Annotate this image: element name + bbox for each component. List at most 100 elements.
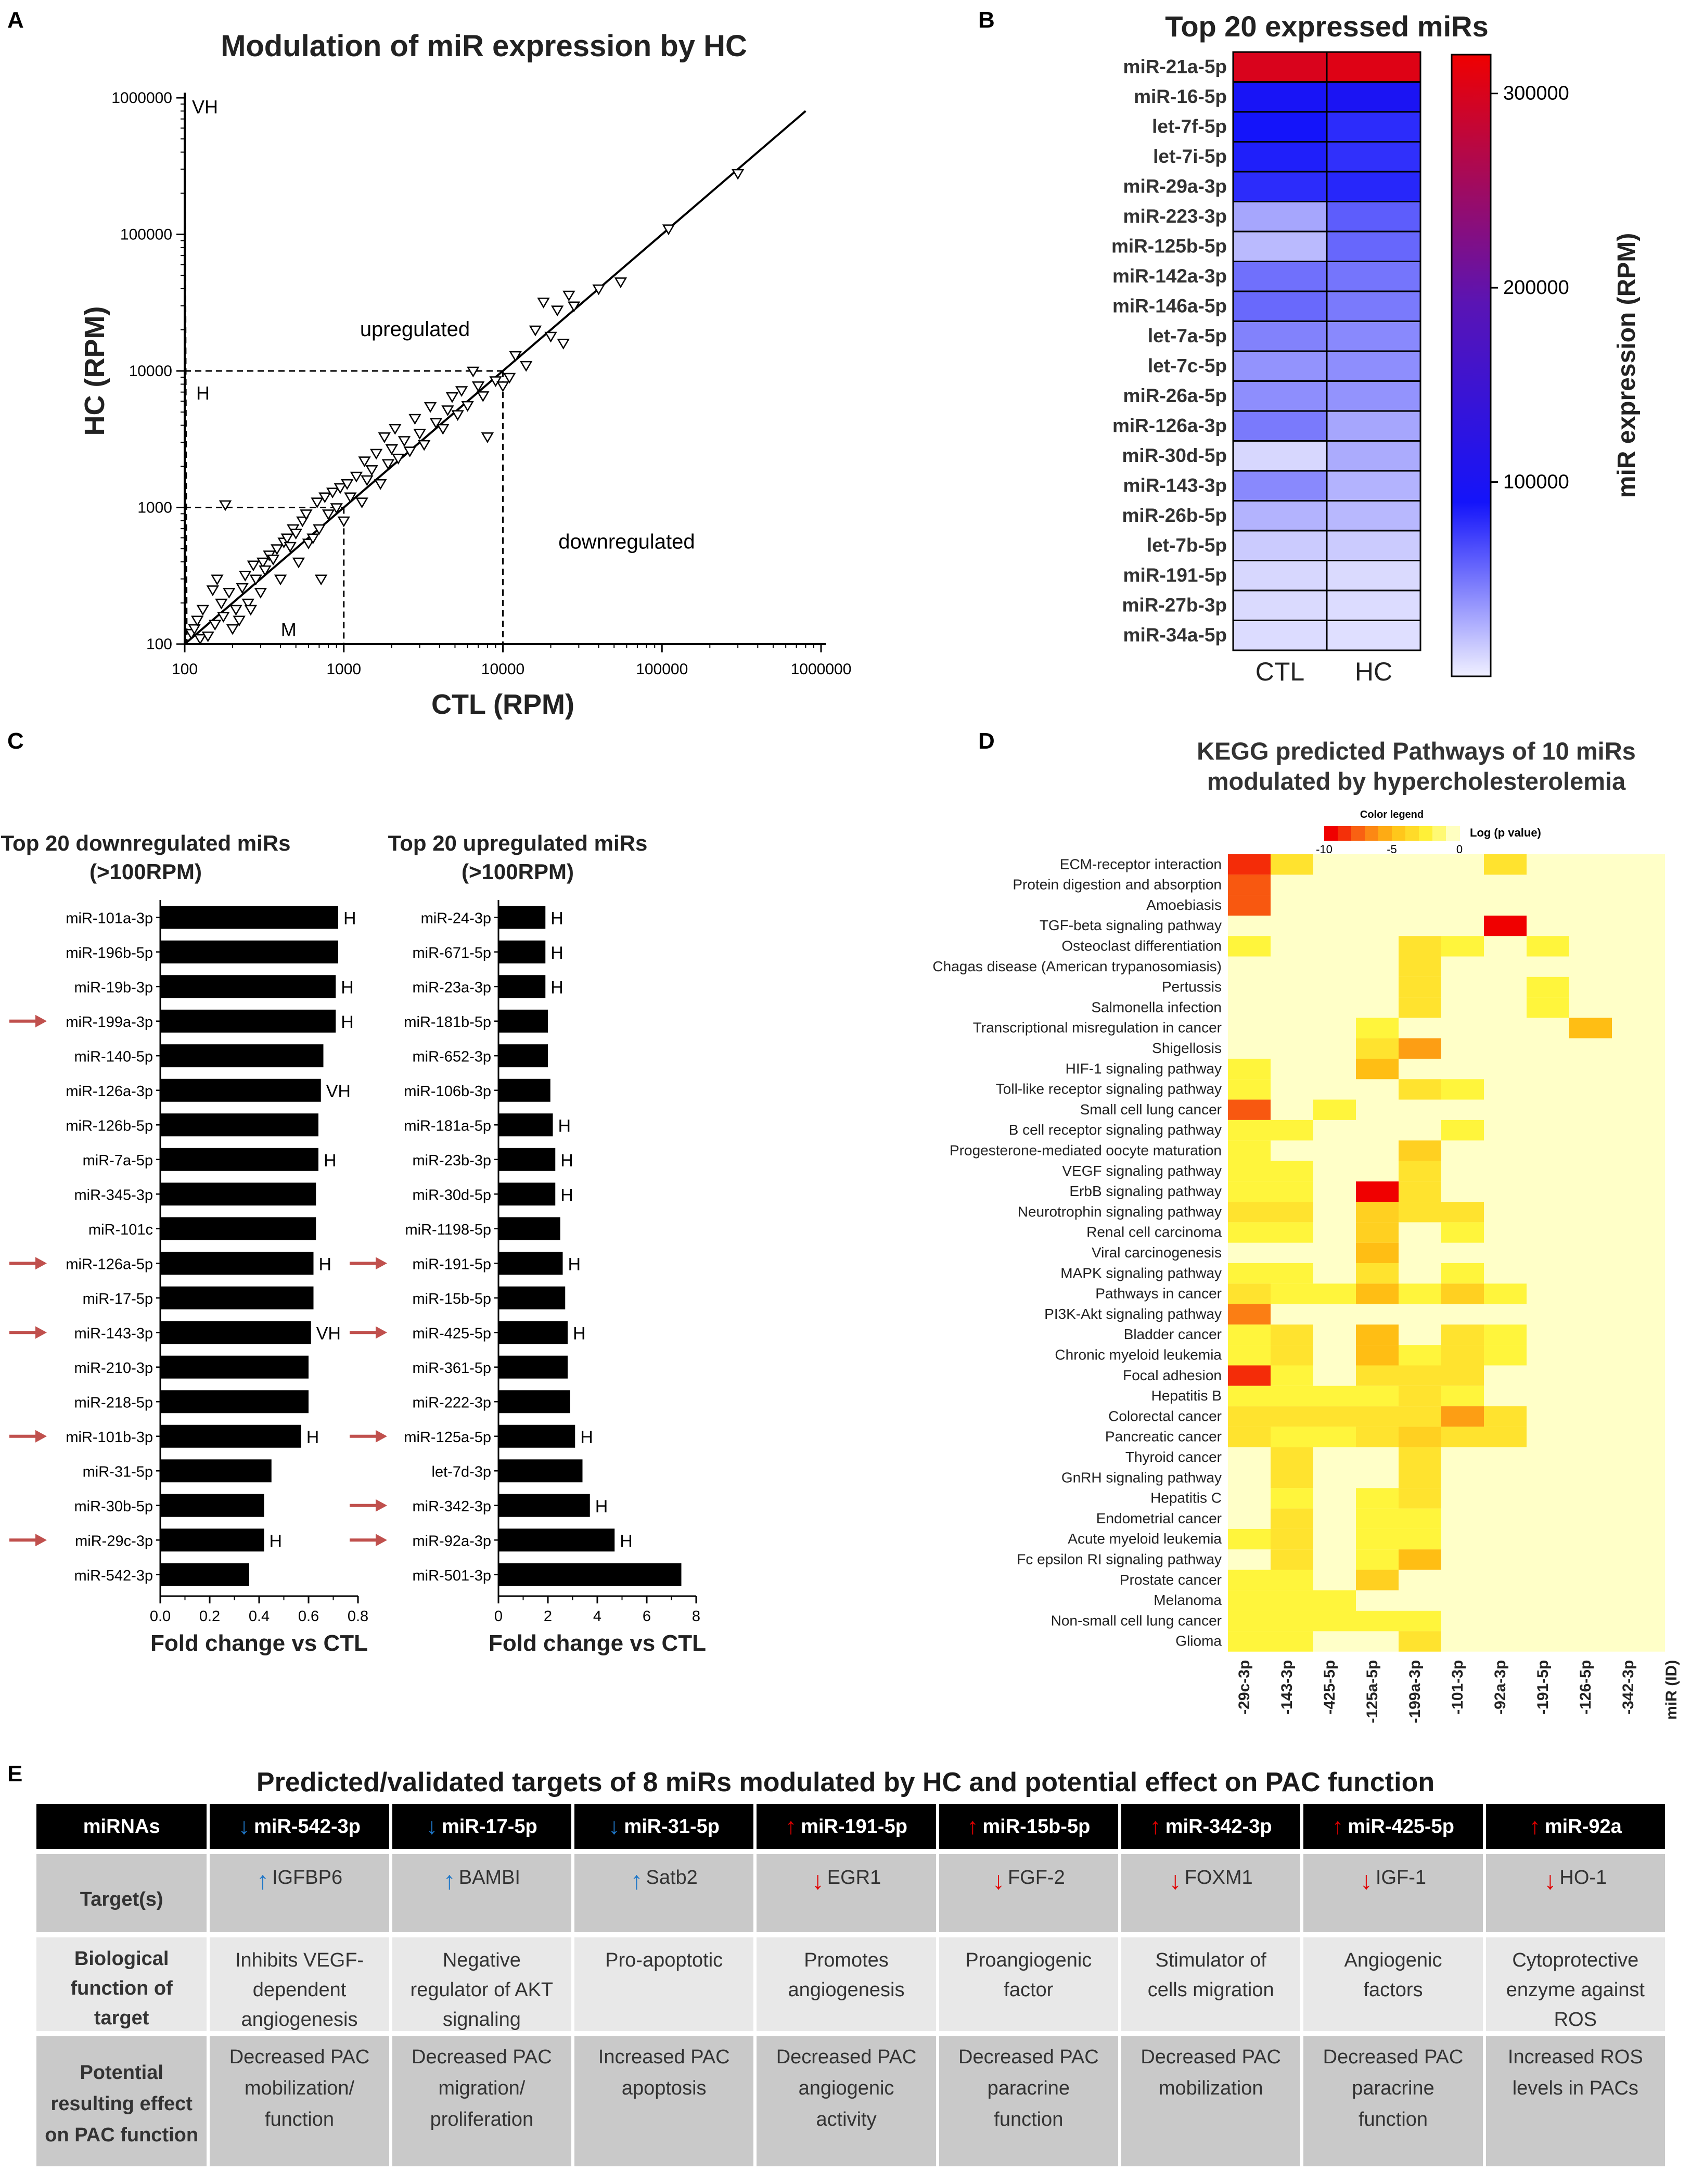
chart-b-cell [1326, 111, 1421, 143]
chart-d-cell [1484, 1406, 1527, 1427]
chart-a-y-tick-label: 1000 [137, 499, 172, 517]
chart-d-col-label: -143-3p [1278, 1660, 1296, 1715]
pac-cell-line: Increased ROS [1507, 2046, 1643, 2068]
chart-d-cell [1399, 1549, 1441, 1570]
chart-d-cell [1441, 1120, 1484, 1141]
chart-c-up-bar-label: H [558, 1116, 571, 1136]
chart-c-down-bar-label: VH [316, 1324, 341, 1343]
chart-a-point [509, 351, 522, 362]
chart-a-point [188, 624, 201, 635]
arrow-up-icon: ↑ [967, 1814, 979, 1839]
pac-cell-line: Decreased PAC [1323, 2046, 1464, 2068]
chart-d-cell [1399, 956, 1441, 977]
chart-d-row-label: Colorectal cancer [1108, 1408, 1222, 1424]
chart-d-cell [1228, 1385, 1271, 1407]
chart-d-row-label: Glioma [1175, 1633, 1222, 1649]
bio-cell-8: Cytoprotective enzyme against ROS [1485, 1937, 1665, 2031]
chart-d-cell [1228, 1181, 1271, 1202]
chart-b-row-label: miR-30d-5p [1122, 445, 1227, 466]
chart-d-row-label: Bladder cancer [1124, 1326, 1222, 1342]
bio-cell-line: Stimulator of [1155, 1949, 1266, 1971]
chart-c-down-title: Top 20 downregulated miRs [1, 831, 291, 855]
pac-cell-8: Increased ROS levels in PACs [1485, 2036, 1665, 2166]
chart-a-point [302, 538, 315, 550]
chart-d-cell [1527, 977, 1569, 998]
label-pac-line: Potential [80, 2062, 163, 2084]
chart-d-cell [1399, 977, 1441, 998]
chart-a-point [662, 224, 675, 236]
chart-d-row-label: ErbB signaling pathway [1069, 1183, 1222, 1199]
chart-d-cell [1228, 1427, 1271, 1447]
chart-c-up-x-tick-label: 4 [593, 1608, 601, 1625]
chart-d-cell [1313, 1611, 1356, 1631]
chart-c-up-arrow [350, 1499, 387, 1512]
label-bio-line: target [94, 2007, 149, 2029]
chart-a-point [369, 448, 383, 460]
pac-cell-text: Increased PAC apoptosis [598, 2041, 730, 2104]
bio-cell-line: ROS [1554, 2009, 1597, 2031]
chart-d-cell [1399, 1447, 1441, 1468]
chart-c-down-x-tick-label: 0.2 [199, 1608, 220, 1625]
chart-c-up-bar-label: H [550, 978, 563, 997]
chart-c-down-bar-label: H [270, 1531, 283, 1551]
chart-a-point [424, 402, 437, 413]
bio-cell-line: Negative [442, 1949, 521, 1971]
pac-cell-text: Decreased PAC mobilization [1141, 2041, 1281, 2104]
chart-d-cell [1271, 1427, 1313, 1447]
chart-c-down-bar [160, 1183, 316, 1206]
chart-b-cell [1326, 560, 1421, 592]
chart-b-row-label: miR-27b-3p [1122, 594, 1227, 615]
chart-d-cell [1271, 1283, 1313, 1304]
chart-a-point [471, 381, 485, 392]
chart-a-point [249, 574, 262, 586]
chart-d-cell [1356, 1018, 1399, 1038]
chart-a-point [413, 429, 426, 440]
chart-d-row-label: Pathways in cancer [1095, 1286, 1222, 1302]
chart-d-cell [1271, 1528, 1313, 1550]
chart-d-cell [1271, 1570, 1313, 1590]
chart-d-cell [1356, 1427, 1399, 1447]
target-name: HO-1 [1559, 1867, 1607, 1888]
chart-d-cell [1228, 1365, 1271, 1386]
chart-c-down-category-label: miR-31-5p [83, 1463, 153, 1480]
chart-a-point [274, 574, 287, 586]
chart-d-row-label: Toll-like receptor signaling pathway [996, 1081, 1222, 1097]
chart-d-cell [1356, 1059, 1399, 1080]
bio-cell-line: angiogenesis [788, 1979, 905, 2001]
chart-c-down-x-tick-label: 0.0 [150, 1608, 171, 1625]
chart-c-up-bar [498, 1286, 566, 1309]
header-mir-5: ↑ miR-15b-5p [939, 1804, 1118, 1849]
chart-a-point [408, 414, 421, 425]
chart-d-row-label: Melanoma [1154, 1592, 1222, 1608]
chart-b-colorbar-tick-label: 200000 [1503, 277, 1569, 299]
chart-a-point [318, 492, 331, 504]
chart-c-down-arrow [9, 1430, 47, 1443]
chart-c-down-category-label: miR-542-3p [74, 1568, 153, 1584]
chart-a-point [437, 424, 450, 435]
chart-b-row-label: miR-146a-5p [1112, 295, 1227, 316]
bio-cell-line: enzyme against [1506, 1979, 1645, 2001]
chart-b-cell [1232, 171, 1328, 202]
chart-d-legend-swatch [1324, 826, 1338, 841]
chart-c-up-bar-label: H [595, 1497, 608, 1517]
chart-d-legend-tick-label: 0 [1456, 843, 1463, 856]
chart-d-col-label: -191-5p [1534, 1660, 1552, 1715]
label-targets-text: Target(s) [80, 1888, 163, 1910]
chart-d-cell [1441, 1385, 1484, 1407]
bar-charts-c: Top 20 downregulated miRs (>100RPM) miR-10… [1, 831, 707, 1656]
chart-b-cell [1232, 51, 1328, 83]
chart-c-up-bar [498, 975, 546, 998]
bio-cell-6: Stimulator of cells migration [1121, 1937, 1301, 2031]
chart-d-cell [1527, 936, 1569, 957]
chart-c-up-bar [498, 1321, 568, 1344]
chart-b-cell [1326, 470, 1421, 502]
chart-d-cell [1484, 1345, 1527, 1366]
chart-c-down-bar-label: H [341, 1012, 354, 1032]
chart-d-col-label: -199a-3p [1406, 1660, 1424, 1724]
chart-d-cell [1441, 1079, 1484, 1100]
table-row-pac-effect: Potential resulting effect on PAC function… [36, 2036, 1665, 2166]
chart-c-up-bar [498, 1494, 590, 1517]
chart-b-row-label: miR-21a-5p [1123, 56, 1227, 77]
pac-cell-text: Increased ROS levels in PACs [1508, 2041, 1643, 2104]
